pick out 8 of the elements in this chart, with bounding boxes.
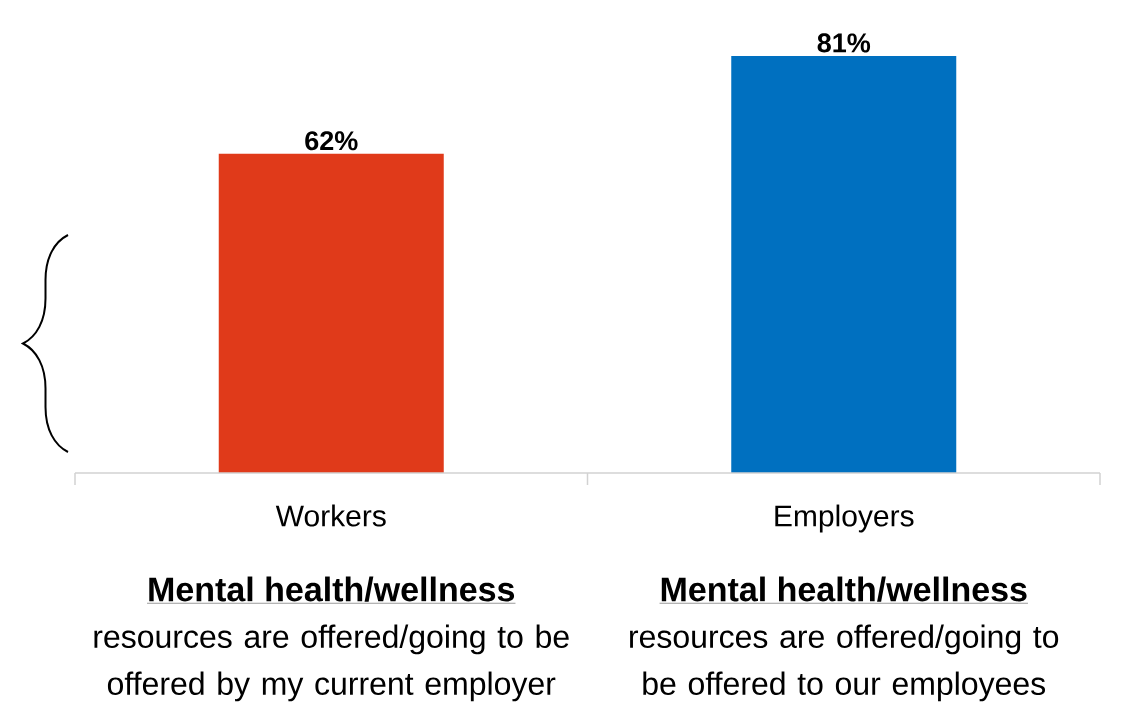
text: resources are offered/going to be offered to our employees xyxy=(630,624,1059,702)
data-label: 81% xyxy=(817,33,871,53)
x-tick-label: Employers xyxy=(775,504,914,533)
x-tick-label: Workers xyxy=(275,504,386,527)
text: resources are offered/going to be offered by my current employer xyxy=(94,624,569,702)
data-label: 62% xyxy=(305,131,358,151)
text: Mental health/wellness xyxy=(149,576,515,602)
text: Mental health/wellness xyxy=(661,576,1027,602)
